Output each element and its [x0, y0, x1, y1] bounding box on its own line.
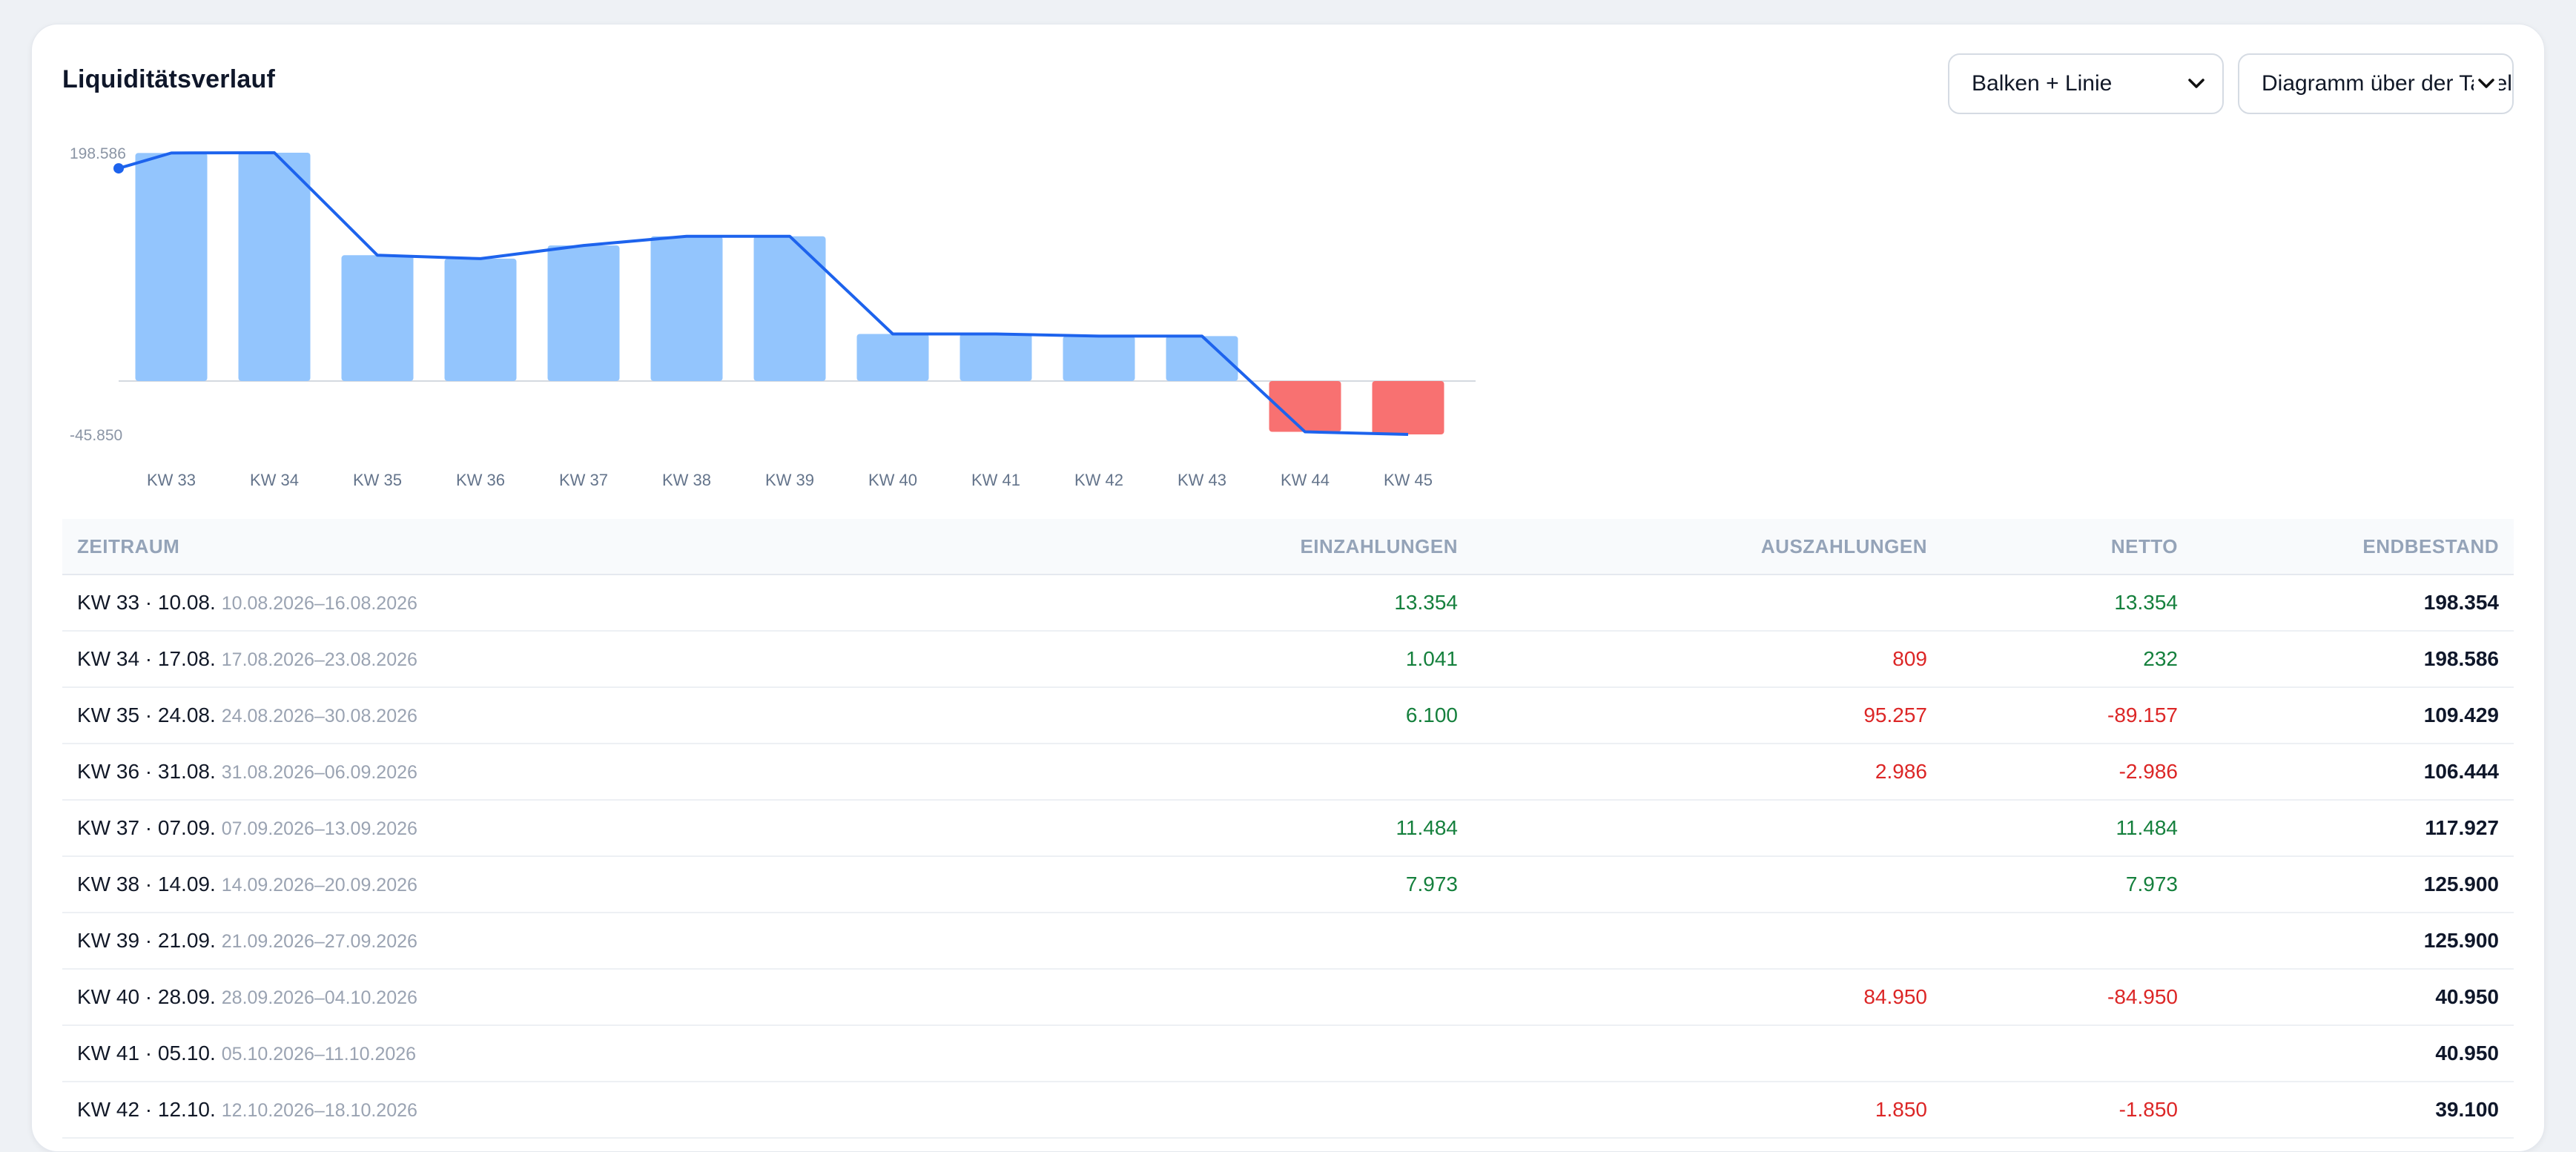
chart-type-select-value: Balken + Linie — [1972, 71, 2113, 96]
table-row[interactable]: KW 38 · 14.09. 14.09.2026–20.09.2026 7.973… — [62, 856, 2514, 913]
cell-out: 95.257 — [1473, 687, 1942, 744]
period-label: KW 37 · 07.09. — [77, 816, 216, 839]
cell-out — [1473, 575, 1942, 632]
cell-in — [922, 1082, 1473, 1139]
cell-end: 198.586 — [2193, 631, 2514, 688]
table-row[interactable]: KW 40 · 28.09. 28.09.2026–04.10.2026 84.95… — [62, 969, 2514, 1026]
cell-period: KW 37 · 07.09. 07.09.2026–13.09.2026 — [62, 800, 922, 857]
table-header-row: ZEITRAUM EINZAHLUNGEN AUSZAHLUNGEN NETTO… — [62, 519, 2514, 575]
period-label: KW 40 · 28.09. — [77, 985, 216, 1008]
cell-out: 1.850 — [1473, 1082, 1942, 1139]
cell-end: 117.927 — [2193, 800, 2514, 857]
period-date-range: 07.09.2026–13.09.2026 — [221, 818, 417, 839]
cell-out — [1473, 856, 1942, 913]
cell-period: KW 40 · 28.09. 28.09.2026–04.10.2026 — [62, 969, 922, 1026]
table-row[interactable]: KW 34 · 17.08. 17.08.2026–23.08.2026 1.041… — [62, 631, 2514, 688]
period-date-range: 31.08.2026–06.09.2026 — [221, 762, 417, 783]
cell-in — [922, 913, 1473, 970]
cell-net: -1.850 — [1942, 1082, 2193, 1139]
card-title: Liquiditätsverlauf — [62, 65, 275, 93]
cell-net: -2.986 — [1942, 744, 2193, 801]
period-label: KW 39 · 21.09. — [77, 929, 216, 952]
cell-out — [1473, 800, 1942, 857]
cell-net: 13.354 — [1942, 575, 2193, 632]
period-date-range: 05.10.2026–11.10.2026 — [221, 1044, 417, 1065]
cell-period: KW 36 · 31.08. 31.08.2026–06.09.2026 — [62, 744, 922, 801]
cell-end: 125.900 — [2193, 913, 2514, 970]
column-header-period[interactable]: ZEITRAUM — [62, 519, 922, 575]
table-row[interactable]: KW 39 · 21.09. 21.09.2026–27.09.2026 125.9… — [62, 913, 2514, 970]
period-date-range: 17.08.2026–23.08.2026 — [221, 649, 417, 670]
period-date-range: 10.08.2026–16.08.2026 — [221, 593, 417, 614]
cell-end: 40.950 — [2193, 1025, 2514, 1082]
cell-out: 809 — [1473, 631, 1942, 688]
period-label: KW 33 · 10.08. — [77, 591, 216, 614]
cell-net: 11.484 — [1942, 800, 2193, 857]
period-date-range: 24.08.2026–30.08.2026 — [221, 706, 417, 726]
column-header-out[interactable]: AUSZAHLUNGEN — [1473, 519, 1942, 575]
table-row[interactable]: KW 33 · 10.08. 10.08.2026–16.08.2026 13.35… — [62, 575, 2514, 632]
table-row[interactable]: KW 42 · 12.10. 12.10.2026–18.10.2026 1.850… — [62, 1082, 2514, 1139]
table-row[interactable]: KW 36 · 31.08. 31.08.2026–06.09.2026 2.986… — [62, 744, 2514, 801]
column-header-end[interactable]: ENDBESTAND — [2193, 519, 2514, 575]
table-row[interactable]: KW 35 · 24.08. 24.08.2026–30.08.2026 6.100… — [62, 687, 2514, 744]
cell-period: KW 41 · 05.10. 05.10.2026–11.10.2026 — [62, 1025, 922, 1082]
period-date-range: 28.09.2026–04.10.2026 — [221, 987, 417, 1008]
period-label: KW 36 · 31.08. — [77, 760, 216, 783]
chart-position-select-value: Diagramm über der Tabelle — [2262, 71, 2514, 96]
cell-period: KW 35 · 24.08. 24.08.2026–30.08.2026 — [62, 687, 922, 744]
cell-end: 125.900 — [2193, 856, 2514, 913]
cell-in — [922, 969, 1473, 1026]
cell-out — [1473, 1025, 1942, 1082]
column-header-in[interactable]: EINZAHLUNGEN — [922, 519, 1473, 575]
chart-position-select[interactable]: Diagramm über der Tabelle — [2238, 53, 2514, 114]
cell-end: 109.429 — [2193, 687, 2514, 744]
period-label: KW 38 · 14.09. — [77, 873, 216, 896]
cell-net — [1942, 1025, 2193, 1082]
column-header-net[interactable]: NETTO — [1942, 519, 2193, 575]
chevron-down-icon — [2474, 55, 2499, 113]
chevron-down-icon — [2184, 55, 2209, 113]
cell-net: -89.157 — [1942, 687, 2193, 744]
cell-in — [922, 744, 1473, 801]
cell-out: 2.986 — [1473, 744, 1942, 801]
cell-in: 1.041 — [922, 631, 1473, 688]
cell-period: KW 42 · 12.10. 12.10.2026–18.10.2026 — [62, 1082, 922, 1139]
cell-in: 11.484 — [922, 800, 1473, 857]
cell-in — [922, 1025, 1473, 1082]
cell-out: 84.950 — [1473, 969, 1942, 1026]
cell-net — [1942, 913, 2193, 970]
cell-end: 40.950 — [2193, 969, 2514, 1026]
cell-net: 232 — [1942, 631, 2193, 688]
cell-end: 39.100 — [2193, 1082, 2514, 1139]
table-row[interactable]: KW 41 · 05.10. 05.10.2026–11.10.2026 40.95… — [62, 1025, 2514, 1082]
period-label: KW 35 · 24.08. — [77, 704, 216, 726]
cell-net: -84.950 — [1942, 969, 2193, 1026]
cell-in: 6.100 — [922, 687, 1473, 744]
cell-in: 13.354 — [922, 575, 1473, 632]
chart-type-select[interactable]: Balken + Linie — [1948, 53, 2224, 114]
table-row[interactable]: KW 37 · 07.09. 07.09.2026–13.09.2026 11.48… — [62, 800, 2514, 857]
period-date-range: 14.09.2026–20.09.2026 — [221, 875, 417, 896]
period-label: KW 41 · 05.10. — [77, 1042, 216, 1065]
cell-end: 198.354 — [2193, 575, 2514, 632]
period-label: KW 34 · 17.08. — [77, 647, 216, 670]
period-label: KW 42 · 12.10. — [77, 1098, 216, 1121]
cell-end: 106.444 — [2193, 744, 2514, 801]
cell-net: 7.973 — [1942, 856, 2193, 913]
cell-period: KW 33 · 10.08. 10.08.2026–16.08.2026 — [62, 575, 922, 632]
cell-period: KW 38 · 14.09. 14.09.2026–20.09.2026 — [62, 856, 922, 913]
cell-in: 7.973 — [922, 856, 1473, 913]
cell-period: KW 34 · 17.08. 17.08.2026–23.08.2026 — [62, 631, 922, 688]
period-date-range: 21.09.2026–27.09.2026 — [221, 931, 417, 952]
liquidity-table: ZEITRAUM EINZAHLUNGEN AUSZAHLUNGEN NETTO… — [62, 519, 2514, 1139]
liquidity-table-wrapper: ZEITRAUM EINZAHLUNGEN AUSZAHLUNGEN NETTO… — [62, 519, 2514, 1139]
period-date-range: 12.10.2026–18.10.2026 — [221, 1100, 417, 1121]
cell-period: KW 39 · 21.09. 21.09.2026–27.09.2026 — [62, 913, 922, 970]
cell-out — [1473, 913, 1942, 970]
